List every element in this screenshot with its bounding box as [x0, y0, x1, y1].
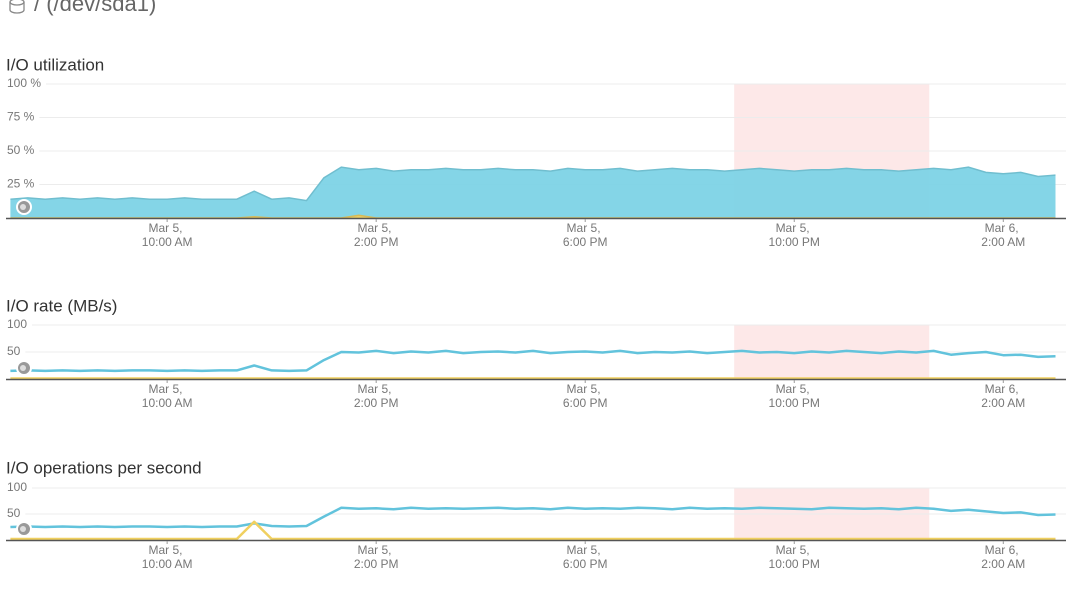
x-tick-label: Mar 5, 10:00 PM: [769, 221, 820, 249]
disk-header: / (/dev/sda1): [34, 0, 156, 16]
line: [10, 506, 1056, 529]
area-edge: [10, 166, 1056, 202]
x-tick-label: Mar 5, 2:00 PM: [354, 543, 399, 571]
x-tick-label: Mar 5, 2:00 PM: [354, 221, 399, 249]
series-toggle-dot: [20, 365, 26, 371]
x-tick-label: Mar 5, 6:00 PM: [563, 543, 608, 571]
x-tick-label: Mar 6, 2:00 AM: [981, 543, 1025, 571]
x-tick-label: Mar 5, 10:00 AM: [142, 221, 193, 249]
x-tick-label: Mar 5, 10:00 PM: [769, 543, 820, 571]
y-tick-label: 50: [7, 506, 21, 520]
line: [10, 349, 1056, 373]
x-tick-label: Mar 5, 6:00 PM: [563, 382, 608, 410]
y-tick-label: 50 %: [7, 143, 35, 157]
y-tick-label: 100 %: [7, 76, 41, 90]
series-toggle-dot: [20, 526, 26, 532]
x-tick-label: Mar 5, 6:00 PM: [563, 221, 608, 249]
chart-title: I/O operations per second: [6, 458, 202, 477]
line: [10, 520, 1056, 541]
y-tick-label: 25 %: [7, 177, 35, 191]
disk-icon: [9, 0, 25, 14]
x-tick-label: Mar 6, 2:00 AM: [981, 221, 1025, 249]
chart-title: I/O rate (MB/s): [6, 296, 117, 315]
chart-title: I/O utilization: [6, 55, 104, 74]
series-toggle-dot: [20, 204, 26, 210]
x-tick-label: Mar 5, 2:00 PM: [354, 382, 399, 410]
area: [10, 167, 1056, 218]
x-tick-label: Mar 5, 10:00 AM: [142, 543, 193, 571]
y-tick-label: 75 %: [7, 110, 35, 124]
y-tick-label: 100: [7, 480, 27, 494]
y-tick-label: 50: [7, 344, 21, 358]
x-tick-label: Mar 6, 2:00 AM: [981, 382, 1025, 410]
x-tick-label: Mar 5, 10:00 AM: [142, 382, 193, 410]
y-tick-label: 100: [7, 317, 27, 331]
x-tick-label: Mar 5, 10:00 PM: [769, 382, 820, 410]
